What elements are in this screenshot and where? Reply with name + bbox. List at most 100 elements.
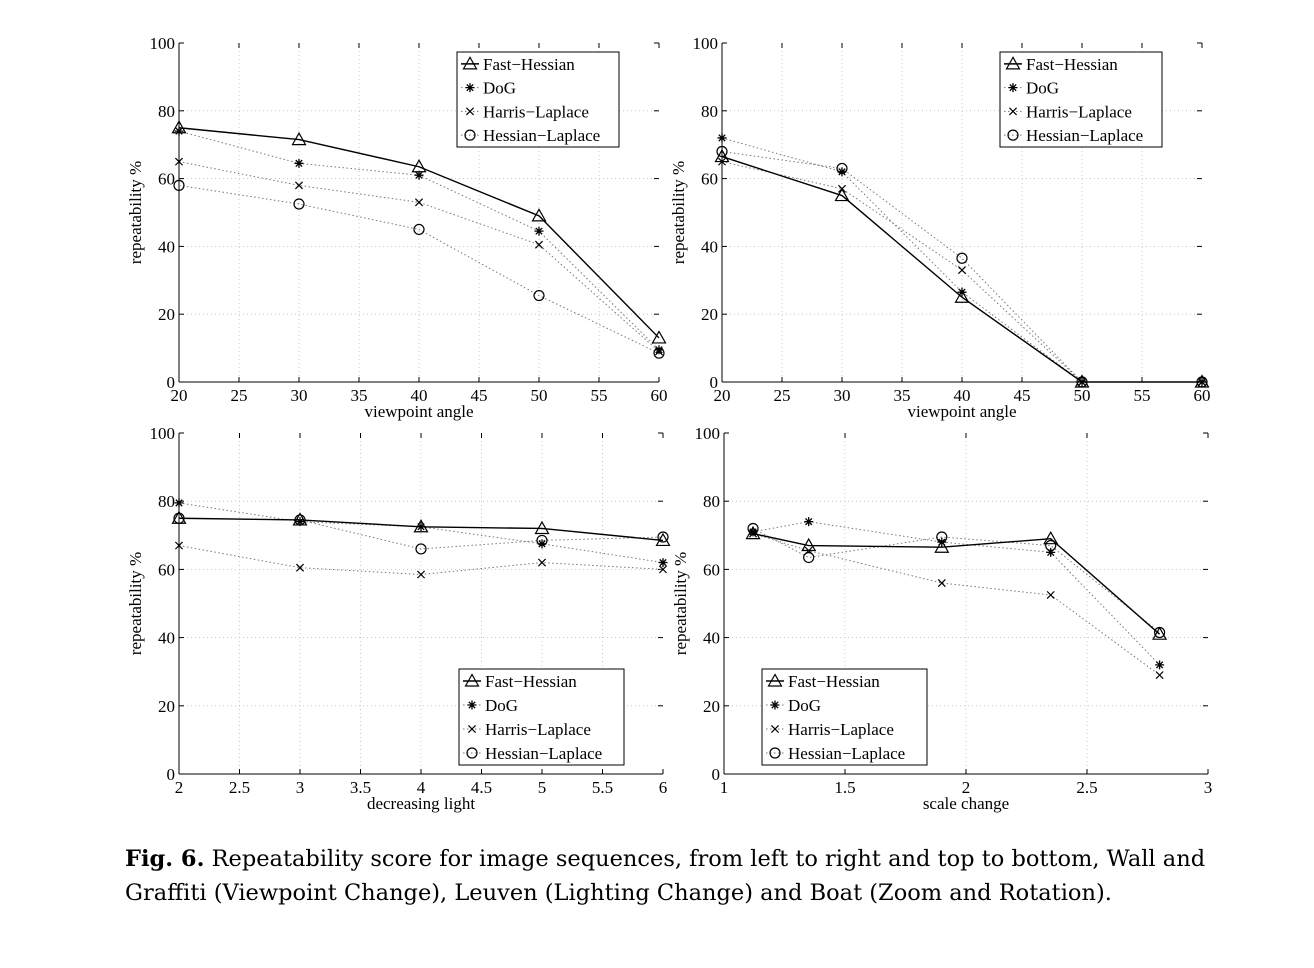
data-point-circle [533, 289, 545, 302]
legend-entry: Harris−Laplace [1026, 102, 1132, 121]
data-point-x [1155, 671, 1164, 680]
legend-box [999, 51, 1163, 148]
legend: Fast−Hessian DoG Harris−Laplace Hessian−Lap… [761, 668, 928, 766]
data-point-triangle [651, 330, 667, 344]
data-point-star [658, 558, 668, 568]
data-point-circle [1076, 376, 1088, 388]
y-tick-label: 80 [158, 492, 175, 511]
x-tick-label: 5.5 [592, 778, 613, 797]
legend-entry: Hessian−Laplace [485, 744, 602, 763]
legend-marker-circle [769, 747, 781, 759]
data-point-triangle [934, 539, 950, 553]
x-tick-label: 25 [231, 386, 248, 405]
data-point-circle [716, 145, 728, 158]
legend-marker-star [465, 83, 475, 93]
x-tick-label: 2.5 [229, 778, 250, 797]
data-point-star [804, 517, 814, 527]
data-point-x [174, 157, 184, 166]
legend-marker-x [1008, 107, 1018, 116]
legend-marker-x [465, 107, 475, 116]
series-line-star [752, 521, 1160, 666]
data-point-circle [653, 347, 665, 359]
data-point-x [1077, 377, 1087, 387]
data-point-x [717, 157, 727, 166]
y-tick-label: 20 [701, 305, 718, 324]
y-tick-label: 40 [158, 237, 175, 256]
x-tick-label: 5 [538, 778, 547, 797]
x-tick-label: 55 [591, 386, 608, 405]
legend-entry: Fast−Hessian [485, 672, 577, 691]
x-tick-label: 45 [1014, 386, 1031, 405]
legend: Fast−Hessian DoG Harris−Laplace Hessian−Lap… [456, 51, 620, 148]
x-tick-label: 2 [175, 778, 184, 797]
x-tick-label: 30 [834, 386, 851, 405]
data-point-x [1197, 377, 1207, 387]
legend-marker-triangle [767, 673, 783, 687]
data-point-star [1046, 547, 1056, 557]
data-point-circle [293, 198, 305, 210]
data-point-x [937, 579, 946, 588]
data-point-circle [1196, 376, 1208, 388]
x-tick-label: 55 [1134, 386, 1151, 405]
caption-label: Fig. 6. [125, 846, 205, 872]
y-tick-label: 80 [158, 102, 175, 121]
legend-marker-circle [466, 747, 478, 759]
legend-marker-triangle [464, 673, 480, 687]
x-tick-label: 4.5 [471, 778, 492, 797]
data-point-circle [413, 223, 425, 236]
x-tick-label: 60 [651, 386, 668, 405]
data-point-star [654, 345, 664, 355]
series-line-x [178, 161, 660, 352]
data-point-circle [173, 512, 185, 524]
data-point-triangle [291, 131, 307, 146]
data-point-x [416, 570, 426, 579]
data-point-star [957, 287, 967, 297]
x-axis-label: viewpoint angle [364, 402, 473, 421]
x-tick-label: 20 [714, 386, 731, 405]
data-point-star [294, 158, 304, 168]
data-point-star [295, 517, 305, 527]
series-line-triangle [721, 155, 1202, 383]
legend-marker-star [467, 700, 477, 710]
legend-box [456, 51, 620, 148]
y-tick-label: 60 [158, 560, 175, 579]
x-tick-label: 1 [720, 778, 729, 797]
y-tick-label: 40 [703, 629, 720, 648]
data-point-star [414, 170, 424, 180]
data-point-x [1046, 590, 1055, 599]
legend: Fast−Hessian DoG Harris−Laplace Hessian−Lap… [458, 668, 625, 766]
legend-marker-circle [1007, 129, 1019, 141]
data-point-x [534, 240, 544, 249]
data-point-x [957, 266, 967, 275]
y-tick-label: 100 [150, 424, 176, 443]
legend-marker-x [770, 724, 780, 734]
data-point-triangle [531, 208, 547, 222]
legend-entry: Fast−Hessian [1026, 55, 1118, 74]
data-point-star [748, 527, 758, 537]
data-point-star [537, 539, 547, 549]
data-point-star [174, 126, 184, 136]
series-line-circle [721, 150, 1202, 383]
legend-entry: Harris−Laplace [485, 720, 591, 739]
y-tick-label: 100 [695, 424, 721, 443]
chart-panel-1: 20 25 30 35 40 45 50 55 60020406080100viewpoint … [126, 34, 668, 421]
y-tick-label: 0 [167, 373, 176, 392]
y-tick-label: 60 [158, 170, 175, 189]
data-point-circle [1045, 539, 1057, 552]
data-point-triangle [655, 532, 671, 547]
data-point-circle [173, 179, 185, 191]
legend-box [458, 668, 625, 766]
x-tick-label: 40 [411, 386, 428, 405]
y-tick-label: 60 [701, 170, 718, 189]
data-point-triangle [954, 289, 970, 303]
y-tick-label: 0 [712, 765, 721, 784]
y-tick-label: 0 [710, 373, 719, 392]
x-tick-label: 35 [894, 386, 911, 405]
data-point-star [837, 167, 847, 177]
x-tick-label: 3.5 [350, 778, 371, 797]
x-tick-label: 50 [1074, 386, 1091, 405]
x-tick-label: 2 [962, 778, 971, 797]
series-line-triangle [178, 127, 660, 339]
x-tick-label: 6 [659, 778, 668, 797]
figure-caption: Fig. 6. Repeatability score for image se… [125, 842, 1215, 910]
